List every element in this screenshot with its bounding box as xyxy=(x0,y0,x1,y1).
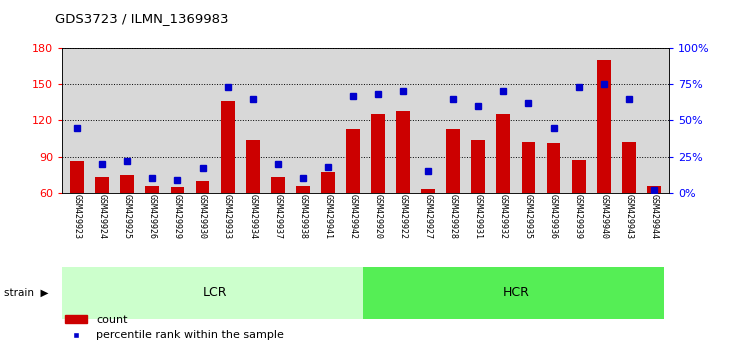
Bar xyxy=(95,177,109,193)
Bar xyxy=(321,172,335,193)
Text: LCR: LCR xyxy=(202,286,227,299)
Bar xyxy=(647,185,661,193)
Bar xyxy=(62,267,363,319)
Bar xyxy=(271,177,284,193)
Bar xyxy=(471,140,485,193)
Bar xyxy=(346,129,360,193)
Text: GDS3723 / ILMN_1369983: GDS3723 / ILMN_1369983 xyxy=(55,12,228,25)
Legend: count, percentile rank within the sample: count, percentile rank within the sample xyxy=(61,310,288,345)
Bar xyxy=(296,185,310,193)
Bar xyxy=(145,185,159,193)
Bar xyxy=(196,181,209,193)
Bar xyxy=(70,161,84,193)
Bar xyxy=(447,129,460,193)
Bar xyxy=(121,175,135,193)
Bar xyxy=(622,142,636,193)
Bar xyxy=(371,114,385,193)
Bar xyxy=(246,140,260,193)
Bar xyxy=(170,187,184,193)
Bar xyxy=(596,60,610,193)
Bar xyxy=(221,101,235,193)
Bar xyxy=(421,189,435,193)
Bar xyxy=(396,111,410,193)
Text: strain  ▶: strain ▶ xyxy=(4,288,48,298)
Bar xyxy=(547,143,561,193)
Text: HCR: HCR xyxy=(502,286,529,299)
Bar xyxy=(496,114,510,193)
Bar xyxy=(363,267,664,319)
Bar xyxy=(572,160,586,193)
Bar xyxy=(522,142,535,193)
